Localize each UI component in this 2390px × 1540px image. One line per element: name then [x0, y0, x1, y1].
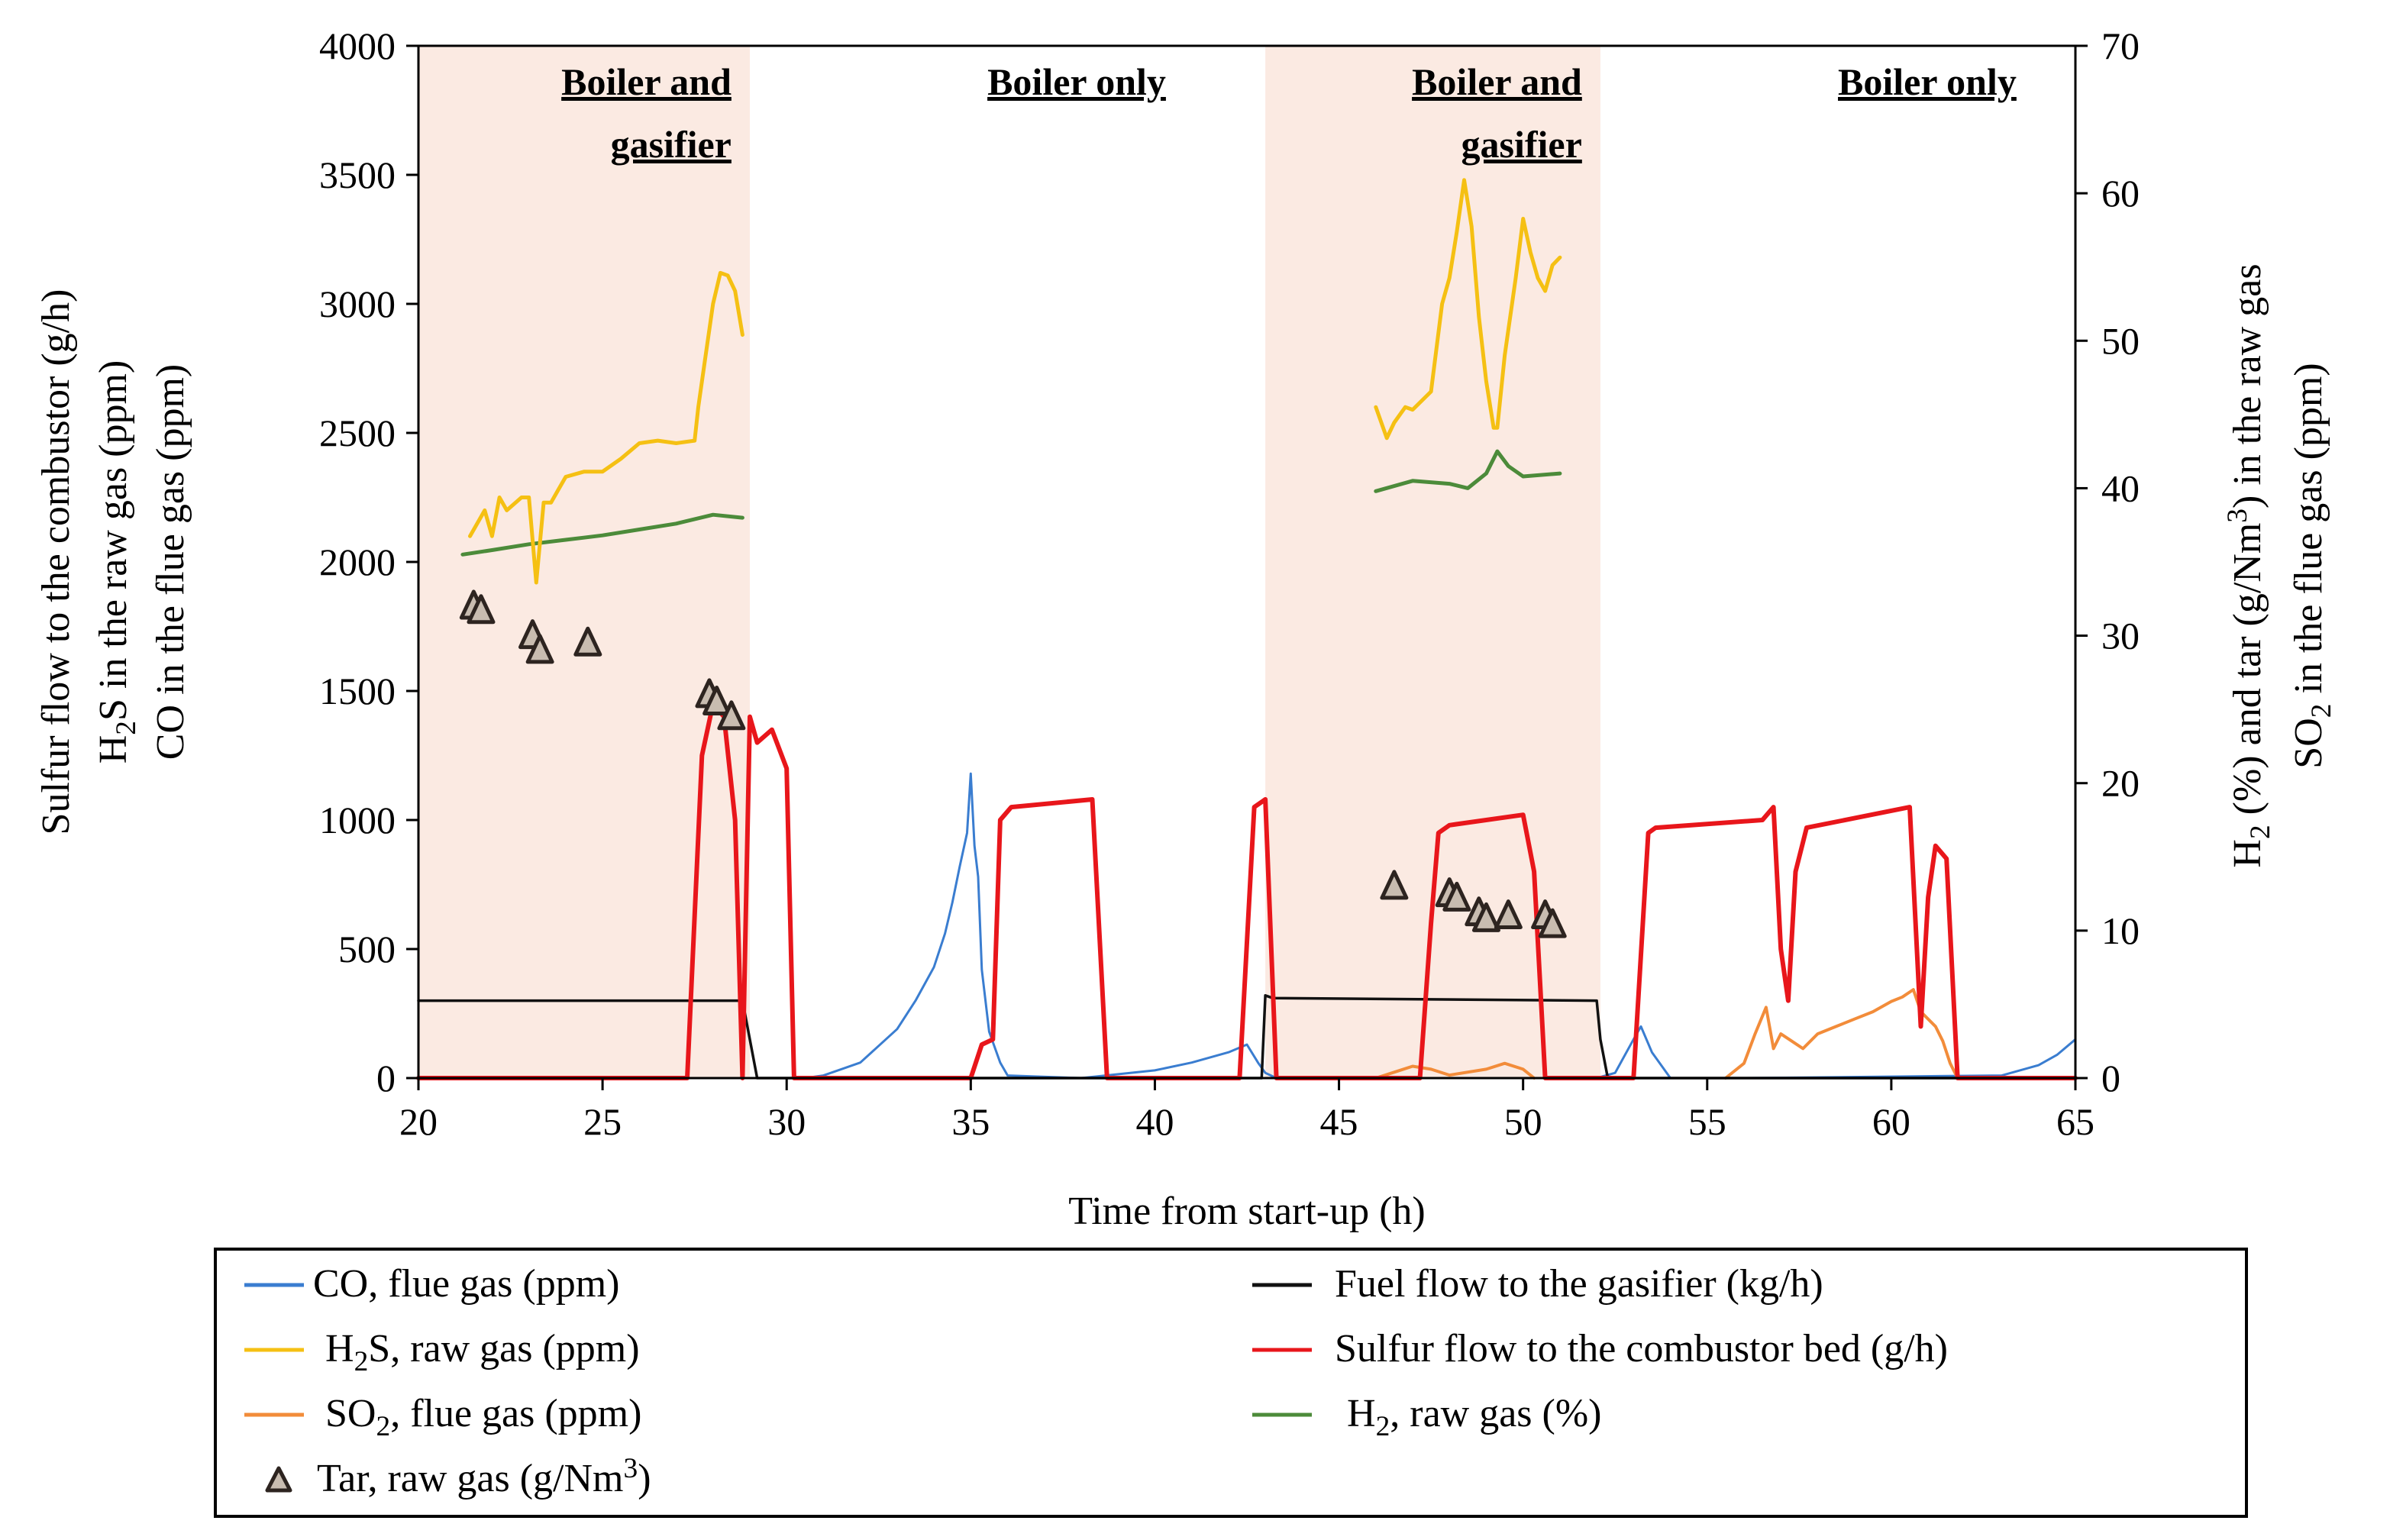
region-label-4-line-1: Boiler only	[1838, 60, 2017, 103]
tar-point-7	[702, 685, 732, 715]
legend: CO, flue gas (ppm) Fuel flow to the gasif…	[214, 1248, 2248, 1518]
tar-point-11	[1442, 881, 1471, 912]
y-right-tick-label-40: 40	[2101, 467, 2140, 509]
y-left-tick-label-3500: 3500	[319, 153, 396, 196]
x-tick-label-30: 30	[767, 1100, 806, 1143]
shaded-regions	[418, 46, 1600, 1078]
h2s-raw-gas-ppm-line	[468, 270, 744, 585]
y-left-tick-label-1500: 1500	[319, 670, 396, 712]
h2s-raw-gas-ppm-line-2	[1374, 178, 1562, 441]
y-left-tick-label-3000: 3000	[319, 282, 396, 325]
y-right-title-1: H2 (%) and tar (g/Nm3) in the raw gas	[2222, 263, 2276, 867]
axis-titles: Time from start-up (h) Sulfur flow to the…	[34, 263, 2337, 1233]
tar-point-16	[1538, 908, 1567, 938]
legend-label-1: CO, flue gas (ppm)	[313, 1262, 619, 1306]
region-labels: Boiler and gasifier Boiler only Boiler and g…	[561, 60, 2017, 166]
x-tick-label-35: 35	[951, 1100, 990, 1143]
y-left-title-2: H2S in the raw gas (ppm)	[92, 360, 142, 764]
y-right-tick-label-70: 70	[2101, 24, 2140, 67]
h2-raw-gas-line-2	[1374, 449, 1562, 493]
x-tick-label-20: 20	[399, 1100, 438, 1143]
y-left-tick-label-2000: 2000	[319, 541, 396, 583]
y-left-tick-label-500: 500	[338, 928, 396, 970]
y-right-title-2: SO2 in the flue gas (ppm)	[2287, 363, 2337, 768]
region-label-3-line-2: gasifier	[1461, 123, 1582, 166]
y-left-tick-label-4000: 4000	[319, 24, 396, 67]
legend-swatch-7	[265, 1466, 292, 1493]
tar-point-4	[525, 634, 554, 664]
legend-label-7: Tar, raw gas (g/Nm3)	[317, 1453, 651, 1500]
tar-point-9	[1380, 870, 1409, 900]
fuel-flow-to-the-gasifier-kg-h-line	[417, 994, 2077, 1080]
y-right-tick-label-10: 10	[2101, 909, 2140, 952]
y-left-tick-label-1000: 1000	[319, 799, 396, 841]
x-axis-title: Time from start-up (h)	[1068, 1190, 1425, 1233]
y-left-tick-label-0: 0	[376, 1057, 396, 1099]
y-right-tick-label-0: 0	[2101, 1057, 2120, 1099]
legend-label-3: H2S, raw gas (ppm)	[325, 1327, 640, 1377]
y-left-tick-label-2500: 2500	[319, 412, 396, 454]
tar-point-2	[467, 594, 496, 625]
y-right-tick-label-20: 20	[2101, 762, 2140, 805]
x-tick-label-25: 25	[583, 1100, 622, 1143]
x-tick-label-60: 60	[1872, 1100, 1910, 1143]
legend-label-5: SO2, flue gas (ppm)	[325, 1392, 641, 1442]
x-tick-label-65: 65	[2056, 1100, 2094, 1143]
region-label-1-line-2: gasifier	[611, 123, 732, 166]
co-flue-gas-ppm-line	[417, 772, 2077, 1080]
y-right-tick-label-60: 60	[2101, 172, 2140, 215]
x-tick-label-50: 50	[1504, 1100, 1542, 1143]
x-tick-label-55: 55	[1688, 1100, 1726, 1143]
legend-label-4: Sulfur flow to the combustor bed (g/h)	[1335, 1327, 1948, 1371]
so2-flue-gas-ppm-line	[1337, 1061, 1536, 1080]
y-right-tick-label-30: 30	[2101, 615, 2140, 657]
region-label-1-line-1: Boiler and	[561, 60, 732, 103]
legend-label-6: H2, raw gas (%)	[1347, 1392, 1602, 1442]
region-label-3-line-1: Boiler and	[1412, 60, 1582, 103]
y-left-title-1: Sulfur flow to the combustor (g/h)	[34, 289, 78, 835]
region-label-2-line-1: Boiler only	[987, 60, 1166, 103]
tar-point-5	[573, 626, 602, 657]
tar-point-8	[717, 700, 746, 731]
x-tick-label-40: 40	[1135, 1100, 1174, 1143]
tar-point-13	[1471, 902, 1500, 932]
x-tick-label-45: 45	[1320, 1100, 1358, 1143]
tar-point-14	[1494, 899, 1523, 930]
y-left-title-3: CO in the flue gas (ppm)	[149, 364, 192, 760]
shaded-region-1	[418, 46, 750, 1078]
legend-label-2: Fuel flow to the gasifier (kg/h)	[1335, 1262, 1823, 1306]
legend-box	[214, 1248, 2248, 1518]
series-layer	[416, 178, 2078, 1080]
axes: 20 25 30 35 40 45 50 55 60 6505001000150020002500…	[319, 24, 2140, 1143]
h2-raw-gas-line	[460, 512, 744, 557]
y-right-tick-label-50: 50	[2101, 319, 2140, 362]
so2-flue-gas-ppm-line-2	[1723, 988, 1959, 1080]
